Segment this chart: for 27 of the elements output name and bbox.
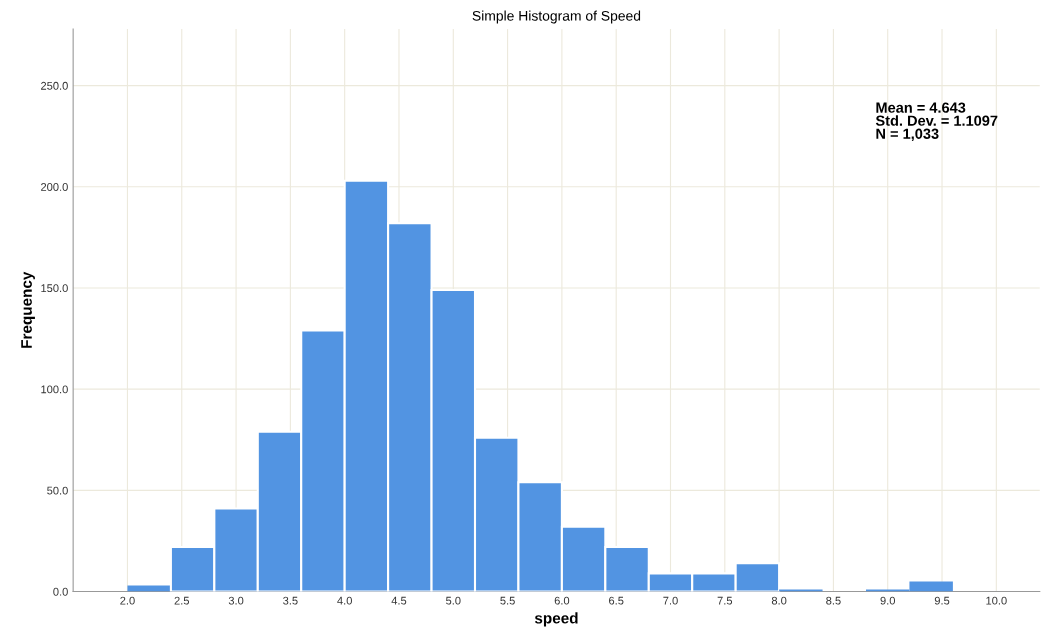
x-tick-label: 9.0: [880, 596, 896, 605]
x-tick-label: 5.5: [500, 596, 515, 605]
x-tick-label: 5.0: [446, 596, 461, 605]
y-tick-label: 50.0: [47, 486, 68, 495]
x-tick-label: 3.5: [283, 596, 298, 605]
y-axis-title: Frequency: [21, 271, 35, 348]
x-tick-label: 8.5: [826, 596, 841, 605]
x-tick-label: 7.5: [717, 596, 733, 605]
y-tick-label: 200.0: [41, 183, 68, 191]
x-axis-title: speed: [534, 612, 578, 627]
y-tick-label: 0.0: [53, 587, 68, 596]
x-tick-label: 3.0: [228, 596, 244, 605]
y-tick-label: 100.0: [41, 385, 68, 394]
annotation: Mean = 4.643 Std. Dev. = 1.1097 N = 1,033: [875, 102, 998, 142]
x-tick-label: 2.0: [120, 596, 135, 605]
x-tick-label: 4.0: [337, 596, 352, 605]
x-tick-label: 2.5: [174, 596, 190, 605]
x-tick-label: 8.0: [771, 596, 787, 605]
x-tick-label: 7.0: [663, 596, 678, 605]
x-tick-label: 9.5: [934, 596, 950, 605]
chart-title: Simple Histogram of Speed: [472, 10, 641, 24]
x-tick-label: 6.0: [554, 596, 570, 605]
x-tick-label: 6.5: [609, 596, 624, 605]
x-tick-label: 10.0: [986, 596, 1007, 605]
y-tick-label: 150.0: [41, 284, 68, 293]
y-tick-label: 250.0: [41, 81, 68, 90]
x-tick-label: 4.5: [391, 596, 407, 605]
